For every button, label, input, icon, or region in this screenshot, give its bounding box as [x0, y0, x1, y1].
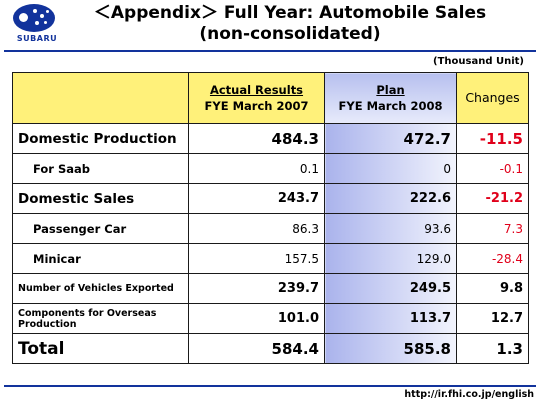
pleiades-star-icon: [13, 4, 55, 32]
plan-value: 472.7: [324, 123, 457, 154]
plan-value: 113.7: [324, 303, 457, 334]
actual-value: 484.3: [188, 123, 325, 154]
row-label: Minicar: [12, 243, 189, 274]
subaru-logo: SUBARU: [6, 4, 66, 48]
row-label: Domestic Production: [12, 123, 189, 154]
change-value: -21.2: [456, 183, 529, 214]
actual-value: 239.7: [188, 273, 325, 304]
row-label: Total: [12, 333, 189, 364]
unit-label: (Thousand Unit): [433, 56, 524, 67]
table-row: Components for Overseas Production 101.0…: [12, 303, 529, 334]
logo-text: SUBARU: [16, 34, 58, 43]
plan-value: 222.6: [324, 183, 457, 214]
header-label-cell: [12, 72, 189, 124]
actual-value: 243.7: [188, 183, 325, 214]
change-value: 1.3: [456, 333, 529, 364]
table-row: Minicar 157.5 129.0 -28.4: [12, 243, 529, 274]
header-plan: Plan FYE March 2008: [324, 72, 457, 124]
total-row: Total 584.4 585.8 1.3: [12, 333, 529, 364]
table-header-row: Actual Results FYE March 2007 Plan FYE M…: [12, 72, 529, 124]
table-row: Passenger Car 86.3 93.6 7.3: [12, 213, 529, 244]
change-value: -0.1: [456, 153, 529, 184]
plan-value: 249.5: [324, 273, 457, 304]
page-title: ＜Appendix＞ Full Year: Automobile Sales (…: [70, 3, 510, 45]
footer-url: http://ir.fhi.co.jp/english: [404, 389, 534, 400]
plan-value: 93.6: [324, 213, 457, 244]
actual-value: 86.3: [188, 213, 325, 244]
title-line-2: (non-consolidated): [199, 24, 381, 44]
table-row: Domestic Sales 243.7 222.6 -21.2: [12, 183, 529, 214]
header-actual-results: Actual Results FYE March 2007: [188, 72, 325, 124]
table-row: Domestic Production 484.3 472.7 -11.5: [12, 123, 529, 154]
change-value: 12.7: [456, 303, 529, 334]
plan-value: 129.0: [324, 243, 457, 274]
change-value: 7.3: [456, 213, 529, 244]
change-value: -11.5: [456, 123, 529, 154]
row-label: For Saab: [12, 153, 189, 184]
table-row: Number of Vehicles Exported 239.7 249.5 …: [12, 273, 529, 304]
row-label: Domestic Sales: [12, 183, 189, 214]
change-value: -28.4: [456, 243, 529, 274]
change-value: 9.8: [456, 273, 529, 304]
row-label: Number of Vehicles Exported: [12, 273, 189, 304]
actual-value: 584.4: [188, 333, 325, 364]
actual-value: 157.5: [188, 243, 325, 274]
actual-value: 0.1: [188, 153, 325, 184]
header-changes: Changes: [456, 72, 529, 124]
plan-value: 0: [324, 153, 457, 184]
table-row: For Saab 0.1 0 -0.1: [12, 153, 529, 184]
footer-divider: [4, 385, 536, 387]
automobile-sales-table: Actual Results FYE March 2007 Plan FYE M…: [12, 72, 529, 364]
header-divider: [4, 50, 536, 52]
actual-value: 101.0: [188, 303, 325, 334]
row-label: Passenger Car: [12, 213, 189, 244]
title-line-1: ＜Appendix＞ Full Year: Automobile Sales: [93, 3, 487, 23]
row-label: Components for Overseas Production: [12, 303, 189, 334]
plan-value: 585.8: [324, 333, 457, 364]
